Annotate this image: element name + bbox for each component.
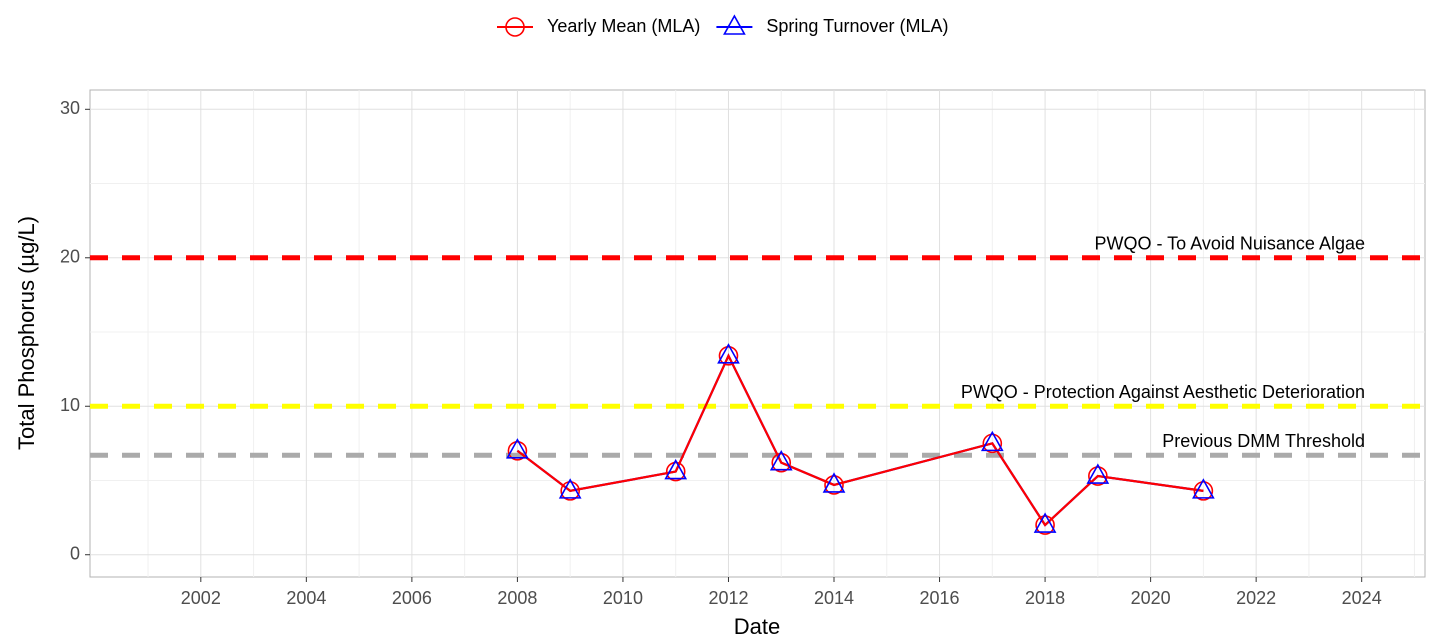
triangle-marker <box>506 438 529 459</box>
x-axis-label: Date <box>734 614 780 638</box>
circle-marker <box>718 345 739 366</box>
x-tick-label: 2016 <box>920 588 960 608</box>
triangle-marker <box>1086 463 1110 484</box>
x-tick-label: 2006 <box>392 588 432 608</box>
x-tick-label: 2024 <box>1342 588 1382 608</box>
y-tick-label: 0 <box>70 543 80 563</box>
legend-label: Yearly Mean (MLA) <box>547 16 700 36</box>
circle-marker <box>1193 481 1214 501</box>
triangle-marker <box>822 472 846 493</box>
triangle-marker <box>717 343 740 364</box>
triangle-marker <box>1192 478 1215 499</box>
series-line <box>516 353 1204 527</box>
triangle-marker <box>1033 512 1057 533</box>
legend-key-marker <box>723 14 746 35</box>
reference-label: PWQO - Protection Against Aesthetic Dete… <box>961 382 1365 402</box>
x-tick-label: 2002 <box>181 588 221 608</box>
circle-marker <box>1035 515 1055 535</box>
y-tick-label: 30 <box>60 98 80 118</box>
reference-label: Previous DMM Threshold <box>1162 431 1365 451</box>
x-tick-label: 2010 <box>603 588 643 608</box>
y-axis-label: Total Phosphorus (µg/L) <box>14 216 39 450</box>
x-tick-label: 2022 <box>1236 588 1276 608</box>
triangle-marker <box>664 458 688 480</box>
x-tick-label: 2020 <box>1131 588 1171 608</box>
reference-label: PWQO - To Avoid Nuisance Algae <box>1095 234 1365 254</box>
x-tick-label: 2014 <box>814 588 854 608</box>
circle-marker <box>824 475 844 495</box>
circle-marker <box>1088 466 1108 486</box>
x-tick-label: 2012 <box>708 588 748 608</box>
y-tick-label: 20 <box>60 247 80 267</box>
circle-marker <box>665 461 686 482</box>
y-tick-label: 10 <box>60 395 80 415</box>
legend-key-marker <box>505 17 525 37</box>
triangle-marker <box>980 430 1004 452</box>
triangle-marker <box>769 450 793 471</box>
plot-panel <box>89 89 1426 578</box>
legend-label: Spring Turnover (MLA) <box>766 16 948 36</box>
x-tick-label: 2008 <box>497 588 537 608</box>
x-tick-label: 2004 <box>286 588 326 608</box>
triangle-marker <box>558 478 582 499</box>
circle-marker <box>982 433 1003 454</box>
circle-marker <box>560 481 580 501</box>
circle-marker <box>771 452 792 473</box>
x-tick-label: 2018 <box>1025 588 1065 608</box>
circle-marker <box>507 440 528 461</box>
